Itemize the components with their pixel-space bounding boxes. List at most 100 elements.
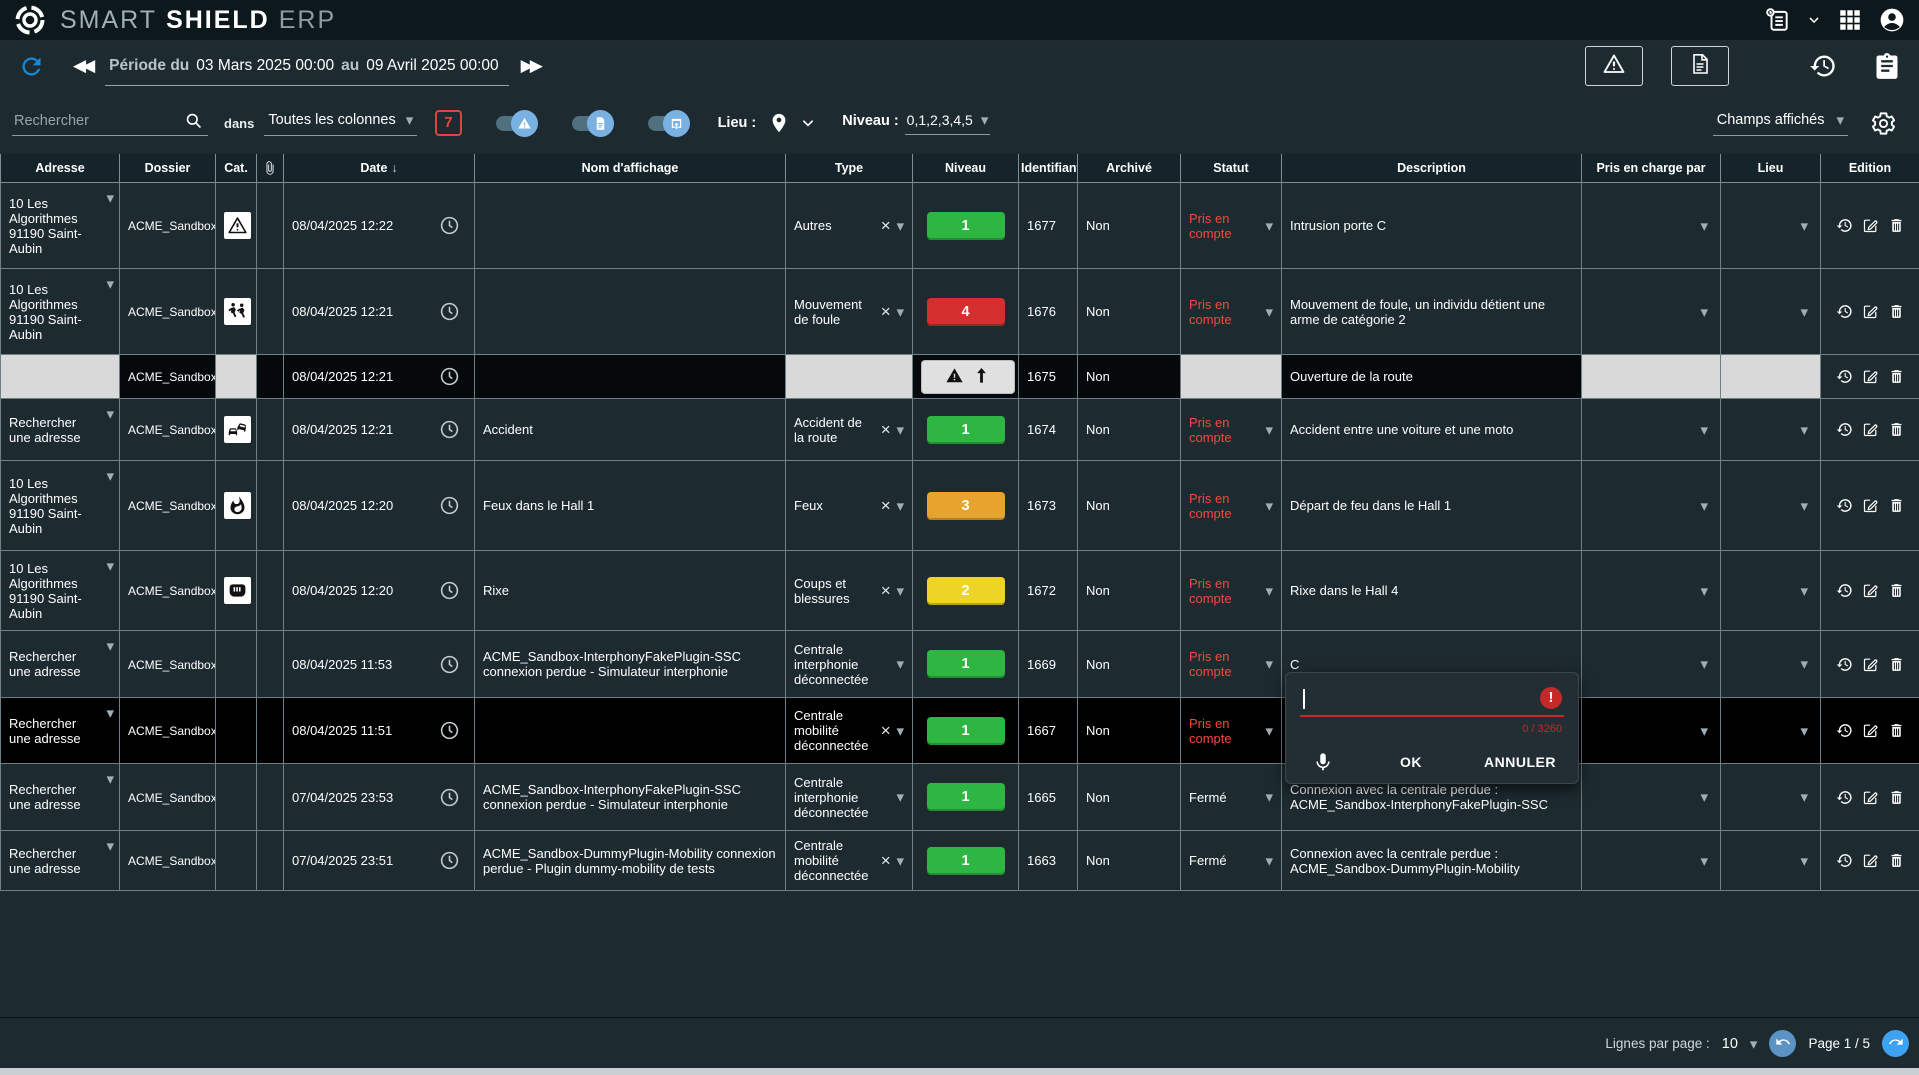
- chevron-down-icon[interactable]: [1265, 582, 1273, 600]
- chevron-down-icon[interactable]: [1700, 303, 1708, 321]
- car-crash-icon[interactable]: [224, 416, 251, 443]
- level-badge[interactable]: 1: [926, 415, 1005, 444]
- chevron-down-icon[interactable]: [896, 852, 904, 870]
- col-header-attachment[interactable]: [256, 154, 284, 183]
- chevron-down-icon[interactable]: [896, 582, 904, 600]
- trash-icon[interactable]: [1888, 303, 1905, 320]
- level-badge[interactable]: 1: [926, 650, 1005, 678]
- remove-type-icon[interactable]: [881, 585, 891, 597]
- chevron-down-icon[interactable]: [106, 557, 114, 575]
- flame-icon[interactable]: [224, 492, 251, 519]
- event-row[interactable]: ACME_Sandbox 08/04/2025 12:21 1675 Non Ouver…: [0, 354, 1919, 399]
- edit-icon[interactable]: [1862, 852, 1879, 869]
- next-page-button[interactable]: [1882, 1030, 1909, 1057]
- chevron-down-icon[interactable]: [896, 788, 904, 806]
- trash-icon[interactable]: [1888, 497, 1905, 514]
- report-view-button[interactable]: [1671, 46, 1729, 86]
- edit-icon[interactable]: [1862, 368, 1879, 385]
- chevron-down-icon[interactable]: [106, 837, 114, 855]
- chevron-down-icon[interactable]: [1807, 13, 1821, 27]
- history-icon[interactable]: [1836, 421, 1853, 438]
- col-header-identifiant[interactable]: Identifiant: [1018, 154, 1078, 183]
- level-badge[interactable]: 4: [926, 297, 1005, 326]
- history-icon[interactable]: [1836, 303, 1853, 320]
- history-icon[interactable]: [1836, 852, 1853, 869]
- ok-button[interactable]: OK: [1400, 754, 1422, 770]
- fist-icon[interactable]: [224, 577, 251, 604]
- chevron-down-icon[interactable]: [1800, 582, 1808, 600]
- rows-per-page-value[interactable]: 10: [1721, 1035, 1738, 1052]
- col-header-dossier[interactable]: Dossier: [119, 154, 216, 183]
- crowd-run-icon[interactable]: [224, 298, 251, 325]
- clipboard-icon[interactable]: [1873, 52, 1901, 80]
- history-icon[interactable]: [1836, 789, 1853, 806]
- alerts-view-button[interactable]: [1585, 46, 1643, 86]
- edit-icon[interactable]: [1862, 497, 1879, 514]
- chevron-down-icon[interactable]: [1800, 497, 1808, 515]
- remove-type-icon[interactable]: [881, 855, 891, 867]
- edit-icon[interactable]: [1862, 303, 1879, 320]
- next-period-button[interactable]: [515, 56, 545, 76]
- chevron-down-icon[interactable]: [1700, 582, 1708, 600]
- chevron-down-icon[interactable]: [106, 704, 114, 722]
- chevron-down-icon[interactable]: [1700, 421, 1708, 439]
- col-header-date[interactable]: Date: [283, 154, 475, 183]
- edit-icon[interactable]: [1862, 789, 1879, 806]
- trash-icon[interactable]: [1888, 789, 1905, 806]
- apps-grid-icon[interactable]: [1837, 7, 1863, 33]
- trash-icon[interactable]: [1888, 582, 1905, 599]
- horizontal-scrollbar[interactable]: [0, 1068, 1919, 1075]
- niveau-select[interactable]: 0,1,2,3,4,5: [904, 111, 991, 135]
- chevron-down-icon[interactable]: [1800, 852, 1808, 870]
- remove-type-icon[interactable]: [881, 424, 891, 436]
- gear-icon[interactable]: [1870, 110, 1897, 137]
- chevron-down-icon[interactable]: [1700, 655, 1708, 673]
- history-icon[interactable]: [1836, 497, 1853, 514]
- chevron-down-icon[interactable]: [1800, 421, 1808, 439]
- chevron-down-icon[interactable]: [106, 637, 114, 655]
- trash-icon[interactable]: [1888, 722, 1905, 739]
- remove-type-icon[interactable]: [881, 725, 891, 737]
- refresh-icon[interactable]: [18, 53, 45, 80]
- event-row[interactable]: Rechercher une adresse ACME_Sandbox 08/04/…: [0, 697, 1919, 764]
- col-header-adresse[interactable]: Adresse: [0, 154, 120, 183]
- level-badge[interactable]: 3: [926, 491, 1005, 520]
- event-row[interactable]: 10 Les Algorithmes 91190 Saint-Aubin ACME…: [0, 268, 1919, 355]
- search-input[interactable]: [12, 111, 184, 130]
- history-icon[interactable]: [1836, 722, 1853, 739]
- popup-toggle[interactable]: [647, 109, 690, 137]
- event-row[interactable]: Rechercher une adresse ACME_Sandbox 08/04/…: [0, 398, 1919, 461]
- col-header-description[interactable]: Description: [1281, 154, 1582, 183]
- chevron-down-icon[interactable]: [896, 217, 904, 235]
- trash-icon[interactable]: [1888, 421, 1905, 438]
- chevron-down-icon[interactable]: [1700, 722, 1708, 740]
- level-badge[interactable]: 1: [926, 783, 1005, 811]
- chevron-down-icon[interactable]: [1800, 722, 1808, 740]
- chevron-down-icon[interactable]: [896, 722, 904, 740]
- edit-icon[interactable]: [1862, 217, 1879, 234]
- event-row[interactable]: 10 Les Algorithmes 91190 Saint-Aubin ACME…: [0, 550, 1919, 631]
- chevron-down-icon[interactable]: [1265, 421, 1273, 439]
- chevron-down-icon[interactable]: [106, 467, 114, 485]
- chevron-down-icon[interactable]: [1800, 217, 1808, 235]
- history-icon[interactable]: [1836, 656, 1853, 673]
- warning-tile-icon[interactable]: [224, 212, 251, 239]
- level-badge[interactable]: 2: [926, 576, 1005, 605]
- chevron-down-icon[interactable]: [1750, 1035, 1758, 1053]
- chevron-down-icon[interactable]: [1800, 655, 1808, 673]
- event-row[interactable]: Rechercher une adresse ACME_Sandbox 07/04/…: [0, 763, 1919, 831]
- history-icon[interactable]: [1836, 368, 1853, 385]
- level-badge[interactable]: 1: [926, 211, 1005, 240]
- chevron-down-icon[interactable]: [106, 189, 114, 207]
- chevron-down-icon[interactable]: [896, 303, 904, 321]
- col-header-statut[interactable]: Statut: [1180, 154, 1282, 183]
- previous-period-button[interactable]: [67, 56, 97, 76]
- chevron-down-icon[interactable]: [1800, 303, 1808, 321]
- trash-icon[interactable]: [1888, 217, 1905, 234]
- escalate-button[interactable]: [921, 359, 1015, 394]
- chevron-down-icon[interactable]: [1265, 303, 1273, 321]
- col-header-pris-en-charge-par[interactable]: Pris en charge par: [1581, 154, 1721, 183]
- chevron-down-icon[interactable]: [1800, 788, 1808, 806]
- event-row[interactable]: Rechercher une adresse ACME_Sandbox 07/04/…: [0, 830, 1919, 891]
- chevron-down-icon[interactable]: [896, 421, 904, 439]
